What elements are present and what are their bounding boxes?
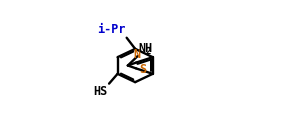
Text: i-Pr: i-Pr xyxy=(97,23,125,36)
Text: HS: HS xyxy=(94,85,108,98)
Text: NH: NH xyxy=(138,42,153,55)
Text: N: N xyxy=(134,48,141,61)
Text: S: S xyxy=(139,63,146,76)
Text: 2: 2 xyxy=(145,47,150,56)
